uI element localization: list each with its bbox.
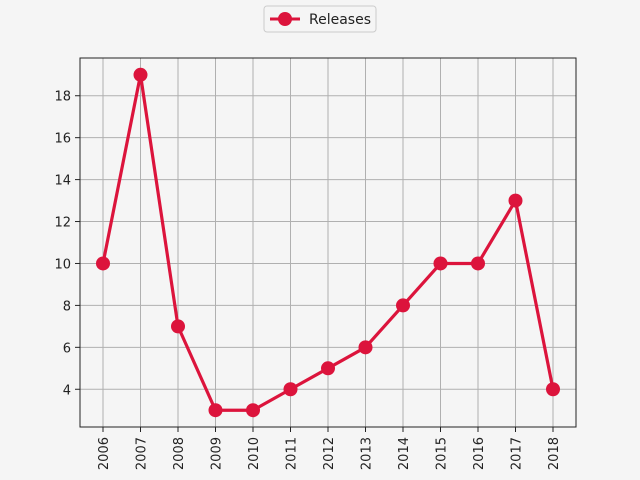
x-tick-label: 2007 — [135, 437, 150, 470]
series-layer — [96, 67, 560, 418]
data-point — [508, 193, 523, 208]
y-tick-label: 10 — [54, 257, 71, 272]
data-point — [171, 319, 185, 334]
legend: Releases — [263, 5, 377, 33]
x-tick-label: 2017 — [510, 437, 525, 470]
x-tick-label: 2015 — [435, 437, 450, 470]
data-point — [546, 382, 560, 397]
x-tick-label: 2012 — [322, 437, 337, 470]
legend-entry-releases: Releases — [309, 12, 371, 28]
data-point — [321, 361, 335, 376]
data-point — [283, 382, 298, 397]
y-tick-label: 4 — [63, 383, 71, 398]
grid — [80, 58, 576, 427]
y-tick-label: 16 — [54, 132, 71, 147]
x-tick-label: 2008 — [172, 437, 187, 470]
data-point — [471, 256, 485, 271]
x-tick-label: 2011 — [285, 437, 300, 470]
data-point — [96, 256, 110, 271]
x-tick-label: 2006 — [97, 437, 112, 470]
x-tick-label: 2018 — [547, 437, 562, 470]
y-tick-label: 8 — [63, 299, 71, 314]
x-tick-label: 2010 — [247, 437, 262, 470]
legend-marker-swatch — [278, 12, 292, 26]
data-point — [358, 340, 373, 355]
x-tick-label: 2013 — [360, 437, 375, 470]
x-tick-label: 2009 — [210, 437, 225, 470]
y-tick-label: 18 — [54, 90, 71, 105]
y-axis: 4 6 8 10 12 14 16 18 — [54, 90, 80, 398]
y-tick-label: 12 — [54, 216, 71, 231]
data-point — [433, 256, 448, 271]
x-tick-label: 2016 — [472, 437, 487, 470]
data-point — [133, 67, 148, 82]
x-axis: 2006 2007 2008 2009 2010 2011 2012 2013 2014 2015… — [97, 427, 562, 470]
x-tick-label: 2014 — [397, 437, 412, 470]
data-point — [246, 403, 260, 418]
legend-box — [263, 5, 377, 33]
data-point — [396, 298, 410, 313]
y-tick-label: 6 — [63, 341, 71, 356]
data-point — [208, 403, 223, 418]
y-tick-label: 14 — [54, 174, 71, 189]
